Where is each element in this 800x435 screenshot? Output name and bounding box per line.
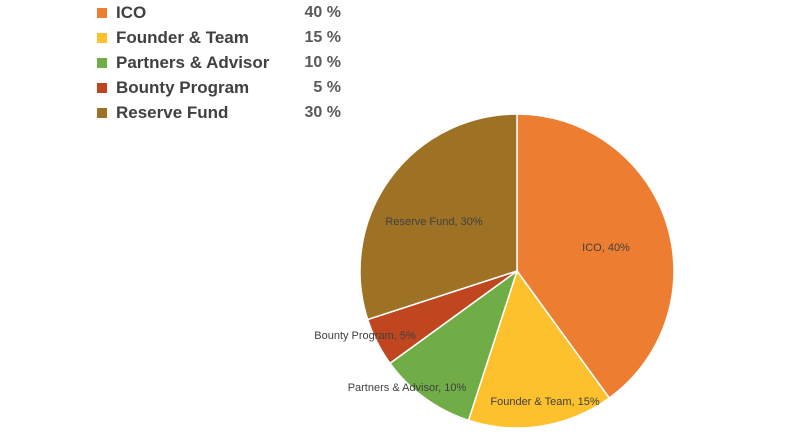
pie-slice-founder-team — [467, 269, 611, 429]
slice-label-bounty-program: Bounty Program, 5% — [314, 330, 416, 342]
legend-label-bounty-program: Bounty Program — [116, 77, 250, 97]
pie-slice-ico — [516, 113, 675, 400]
legend-value-founder-team: 15 % — [304, 28, 341, 46]
slice-label-founder-team: Founder & Team, 15% — [490, 396, 599, 408]
pie-slice-reserve-fund — [359, 113, 518, 321]
legend-label-ico: ICO — [116, 2, 147, 22]
legend-swatch-ico — [97, 7, 107, 18]
slice-label-partners-advisor: Partners & Advisor, 10% — [348, 382, 467, 394]
slice-label-ico: ICO, 40% — [582, 242, 630, 254]
pie-slices — [359, 113, 675, 429]
legend-item-partners-advisor: Partners & Advisor 10 % — [97, 50, 357, 75]
legend-value-ico: 40 % — [304, 3, 341, 21]
legend-swatch-bounty-program — [97, 82, 107, 93]
legend-item-founder-team: Founder & Team 15 % — [97, 25, 357, 50]
legend-label-partners-advisor: Partners & Advisor — [116, 52, 270, 72]
legend-swatch-partners-advisor — [97, 57, 107, 68]
legend-value-partners-advisor: 10 % — [304, 53, 341, 71]
chart-legend: ICO 40 % Founder & Team 15 % Partners & … — [97, 0, 357, 125]
legend-value-bounty-program: 5 % — [313, 78, 341, 96]
legend-item-bounty-program: Bounty Program 5 % — [97, 75, 357, 100]
legend-swatch-founder-team — [97, 32, 107, 43]
legend-swatch-reserve-fund — [97, 107, 107, 118]
pie-slice-partners-advisor — [388, 269, 519, 422]
legend-item-reserve-fund: Reserve Fund 30 % — [97, 100, 357, 125]
slice-label-reserve-fund: Reserve Fund, 30% — [385, 216, 482, 228]
legend-label-reserve-fund: Reserve Fund — [116, 102, 229, 122]
legend-item-ico: ICO 40 % — [97, 0, 357, 25]
pie-slice-labels: ICO, 40% Founder & Team, 15% Partners & … — [314, 216, 630, 408]
legend-label-founder-team: Founder & Team — [116, 27, 249, 47]
legend-value-reserve-fund: 30 % — [304, 103, 341, 121]
